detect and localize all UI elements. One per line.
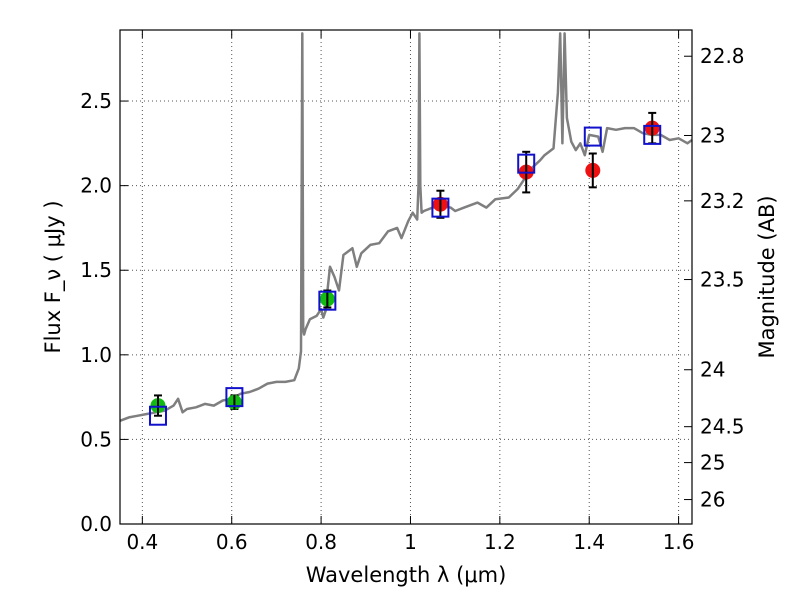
mag-tick-label: 23.5 — [700, 268, 745, 292]
mag-tick-label: 26 — [700, 488, 725, 512]
x-tick-label: 1.4 — [573, 530, 605, 554]
mag-tick-label: 23 — [700, 123, 725, 147]
mag-tick-label: 25 — [700, 451, 725, 475]
model-box-marker — [583, 126, 602, 147]
y-tick-label: 1.5 — [80, 258, 112, 282]
photometry-markers — [148, 111, 662, 426]
axis-ticks: 0.4 0.6 0.8 1 1.2 1.4 1.6 0.0 0.5 1.0 1.5 2.0 2.5 22.… — [80, 30, 745, 554]
grid-lines — [120, 30, 692, 525]
mag-tick-label: 24 — [700, 358, 725, 382]
model-box-marker — [517, 153, 536, 174]
plot-frame — [119, 29, 693, 525]
x-tick-label: 1.2 — [484, 530, 516, 554]
model-spectrum-line — [119, 32, 693, 422]
x-axis-label: Wavelength λ (μm) — [306, 563, 507, 587]
model-spectrum-layer — [119, 32, 693, 422]
x-tick-label: 0.6 — [216, 530, 248, 554]
model-box-marker — [148, 405, 167, 426]
mag-tick-label: 24.5 — [700, 415, 745, 439]
x-tick-label: 1 — [404, 530, 417, 554]
model-box-marker — [643, 124, 662, 145]
y-tick-label: 2.5 — [80, 89, 112, 113]
y-tick-label: 2.0 — [80, 174, 112, 198]
x-tick-label: 1.6 — [663, 530, 695, 554]
axes-frame — [119, 29, 693, 525]
y-tick-label: 0.0 — [80, 512, 112, 536]
model-box-marker — [318, 290, 337, 311]
model-box-marker — [225, 387, 244, 408]
y-tick-label: 0.5 — [80, 427, 112, 451]
mag-tick-label: 23.2 — [700, 189, 745, 213]
x-tick-label: 0.8 — [305, 530, 337, 554]
x-tick-label: 0.4 — [126, 530, 158, 554]
model-box-marker — [431, 197, 450, 218]
y-axis-label: Flux F_ν ( μJy ) — [41, 200, 66, 353]
y-tick-label: 1.0 — [80, 343, 112, 367]
mag-tick-label: 22.8 — [700, 44, 745, 68]
y-axis-label-right: Magnitude (AB) — [755, 195, 779, 358]
